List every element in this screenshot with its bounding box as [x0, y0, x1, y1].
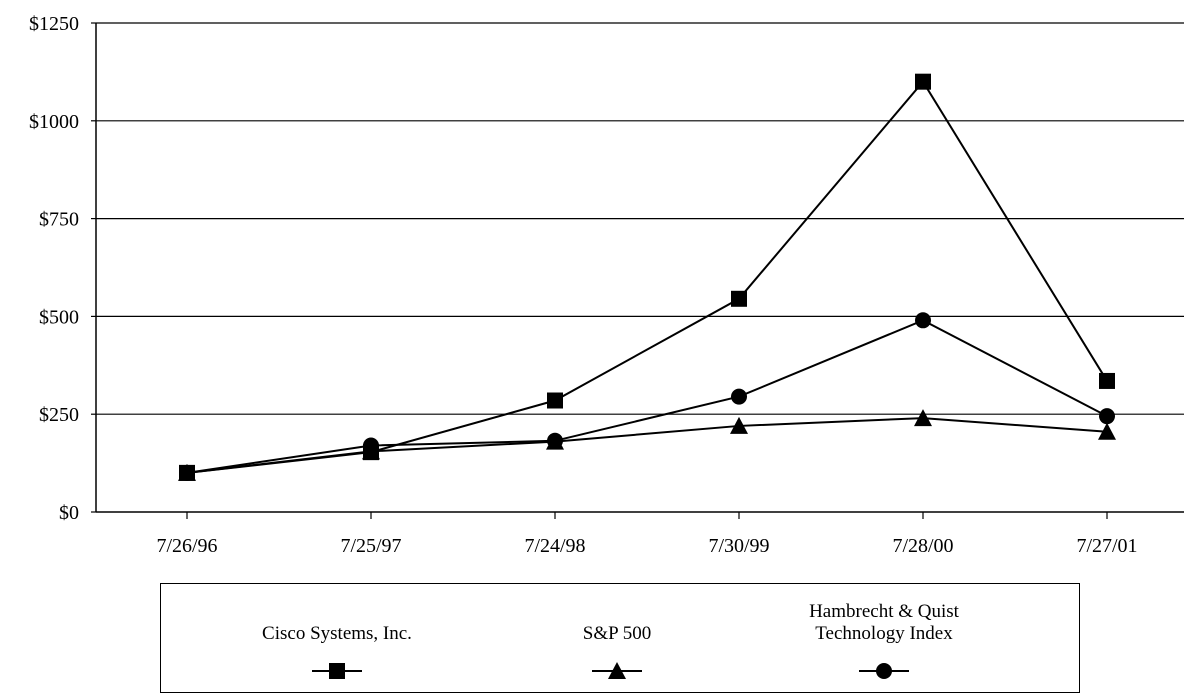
data-point-square-marker — [731, 290, 747, 307]
data-point-triangle-marker — [914, 409, 932, 427]
x-tick-label: 7/26/96 — [156, 535, 217, 557]
legend-label-hq: Hambrecht & Quist Technology Index — [809, 601, 959, 644]
y-tick-labels: $0 $250 $500 $750 $1000 $1250 — [29, 13, 79, 524]
legend-triangle-marker-icon — [592, 662, 642, 679]
x-tick-labels: 7/26/96 7/25/97 7/24/98 7/30/99 7/28/00 7/27/… — [156, 535, 1137, 557]
axes — [91, 22, 1184, 519]
data-point-square-marker — [915, 73, 931, 90]
data-point-circle-marker — [363, 437, 379, 454]
data-point-circle-marker — [731, 388, 747, 405]
x-tick-label: 7/24/98 — [524, 535, 585, 557]
data-point-triangle-marker — [1098, 422, 1116, 440]
y-tick-label: $1250 — [29, 13, 79, 35]
legend-square-marker-icon — [312, 663, 362, 679]
line-chart: $0$250$500$750$1000$1250 7/26/96 7/25/97 7… — [29, 13, 1184, 557]
data-point-square-marker — [547, 392, 563, 409]
y-tick-label: $750 — [39, 209, 79, 231]
data-point-triangle-marker — [730, 416, 748, 434]
series-lines — [178, 73, 1116, 481]
legend-circle-marker-icon — [859, 663, 909, 679]
y-tick-label: $250 — [39, 404, 79, 426]
legend: Cisco Systems, Inc. S&P 500 Hambrecht & … — [160, 583, 1080, 693]
data-point-circle-marker — [1099, 408, 1115, 425]
y-tick-label: $500 — [39, 306, 79, 328]
legend-label-sp500: S&P 500 — [582, 623, 652, 644]
data-point-circle-marker — [547, 432, 563, 449]
legend-label-cisco: Cisco Systems, Inc. — [262, 623, 412, 644]
series-line-2 — [186, 319, 1108, 474]
x-tick-label: 7/30/99 — [708, 535, 769, 557]
y-tick-label: $1000 — [29, 111, 79, 133]
data-point-square-marker — [1099, 372, 1115, 389]
grid-lines — [96, 22, 1184, 415]
x-tick-label: 7/27/01 — [1076, 535, 1137, 557]
x-tick-label: 7/25/97 — [340, 535, 401, 557]
data-point-circle-marker — [915, 312, 931, 329]
y-tick-label: $0 — [59, 502, 79, 524]
x-tick-label: 7/28/00 — [892, 535, 953, 557]
series-line-1 — [186, 417, 1108, 474]
data-point-circle-marker — [179, 464, 195, 481]
